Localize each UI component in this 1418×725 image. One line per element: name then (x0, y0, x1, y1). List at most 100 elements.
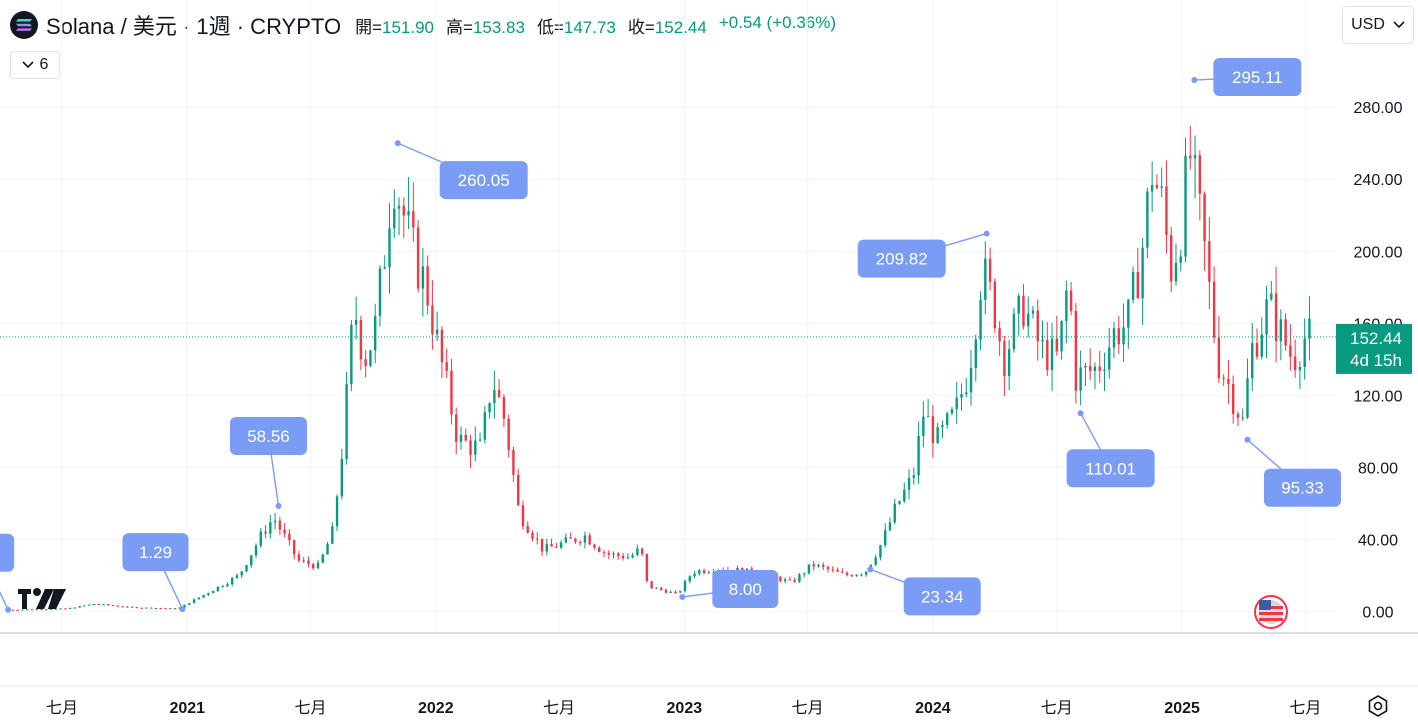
x-tick-label: 七月 (543, 699, 575, 717)
grid-lines (0, 0, 1418, 687)
candle-body (788, 579, 792, 581)
callout-label: 23.34 (921, 587, 964, 606)
candle-body (335, 496, 339, 527)
candle-body (1074, 310, 1078, 391)
x-tick-label: 2023 (667, 700, 703, 717)
callout-anchor (394, 140, 401, 147)
candle-body (888, 522, 892, 531)
candle-body (40, 609, 43, 611)
candle-body (1046, 340, 1049, 371)
candle-body (455, 414, 458, 442)
candle-body (1150, 185, 1154, 192)
candle-body (102, 604, 105, 606)
candle-body (1279, 319, 1283, 342)
candle-body (83, 605, 86, 607)
candle-body (884, 530, 887, 546)
candle-body (617, 553, 620, 556)
candle-body (669, 591, 672, 593)
candle-body (488, 403, 491, 413)
candle-body (607, 552, 610, 555)
candle-body (640, 548, 644, 554)
open-number: 151.90 (382, 17, 434, 37)
candle-body (240, 571, 243, 576)
high-value: 高=153.83 (446, 13, 525, 38)
candle-body (664, 589, 668, 593)
candle-body (1069, 290, 1073, 311)
candle-body (650, 581, 653, 589)
candle-body (1117, 328, 1120, 345)
callout-label: 260.05 (458, 171, 510, 190)
candle-body (73, 607, 77, 609)
last-price-value: 152.44 (1350, 329, 1402, 348)
low-number: 147.73 (563, 17, 616, 37)
candle-body (369, 350, 372, 366)
candle-body (540, 538, 544, 552)
candle-body (297, 554, 301, 561)
candle-body (378, 268, 382, 316)
x-tick-label: 2022 (418, 700, 454, 717)
us-market-icon[interactable] (1254, 595, 1288, 629)
symbol-title[interactable]: Solana / 美元 · 1週 · CRYPTO (46, 14, 342, 39)
candle-body (1127, 299, 1130, 328)
candle-body (135, 607, 139, 609)
callout-anchor (1077, 410, 1084, 417)
low-value: 低=147.73 (537, 13, 616, 38)
candle-body (478, 439, 482, 441)
currency-selector[interactable]: USD (1342, 6, 1414, 44)
candle-body (1108, 347, 1111, 370)
candle-body (988, 258, 992, 282)
candle-body (693, 573, 696, 577)
chart-settings-icon[interactable] (1366, 694, 1390, 718)
change-value: +0.54 (+0.36%) (718, 12, 837, 32)
callout-label: 209.82 (876, 250, 928, 269)
candle-body (1146, 191, 1149, 248)
candle-body (1222, 378, 1225, 380)
candle-body (984, 258, 987, 300)
x-tick-label: 2024 (915, 700, 951, 717)
candle-body (440, 329, 444, 363)
candle-body (1155, 185, 1159, 188)
callout-box (712, 569, 779, 608)
candle-body (445, 362, 448, 371)
candle-body (183, 604, 186, 608)
candle-body (216, 586, 220, 592)
callout-anchor (275, 502, 282, 509)
indicators-toggle-button[interactable]: 6 (10, 51, 60, 79)
x-axis[interactable]: 七月 2021 七月 2022 七月 2023 七月 2024 七月 2025 七月 (46, 699, 1321, 717)
candle-body (1217, 337, 1221, 379)
candle-body (278, 520, 282, 530)
candle-body (1022, 295, 1025, 327)
callout-label: 8.00 (729, 580, 762, 599)
candle-body (593, 544, 596, 548)
callout-label: 295.11 (1232, 68, 1283, 87)
candle-body (221, 586, 224, 588)
candle-body (907, 477, 911, 490)
candle-body (588, 535, 591, 545)
candle-body (393, 208, 396, 229)
candle-body (383, 267, 386, 269)
candle-body (1098, 366, 1101, 372)
candle-body (1289, 345, 1292, 357)
candle-body (54, 608, 58, 610)
candle-body (1255, 343, 1259, 357)
candle-body (688, 576, 691, 582)
candle-body (516, 474, 520, 506)
callout-box (1066, 449, 1155, 488)
candle-body (812, 564, 815, 567)
candle-body (802, 573, 806, 575)
candle-body (950, 409, 954, 414)
candle-body (230, 577, 234, 585)
y-axis[interactable]: 0.0040.0080.00120.00160.00200.00240.0028… (1354, 100, 1403, 621)
annotation-callout: 8.00 (679, 569, 779, 608)
candle-body (1003, 341, 1006, 377)
candle-body (683, 581, 687, 592)
candle-body (1112, 328, 1116, 348)
tradingview-logo[interactable] (18, 588, 66, 609)
last-price-countdown: 4d 15h (1350, 351, 1402, 370)
candle-body (1241, 417, 1244, 419)
y-tick-label: 280.00 (1354, 100, 1403, 117)
candle-body (702, 570, 706, 573)
candle-body (679, 591, 682, 593)
candle-body (855, 574, 858, 577)
